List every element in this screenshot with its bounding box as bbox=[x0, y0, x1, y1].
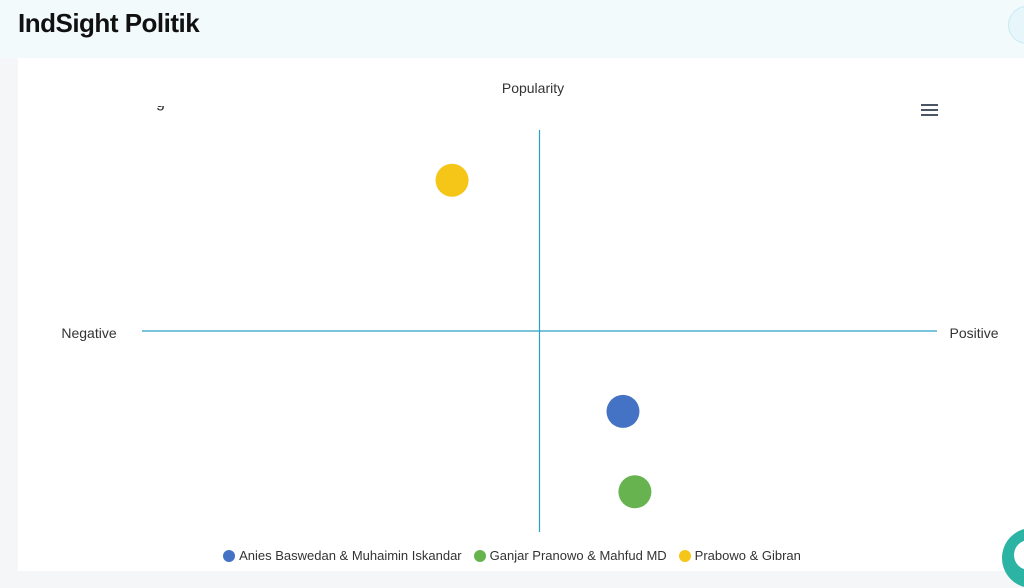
data-point-2[interactable] bbox=[618, 475, 652, 509]
axis-label-left: Negative bbox=[61, 325, 116, 341]
legend-label: Ganjar Pranowo & Mahfud MD bbox=[489, 548, 667, 563]
app-title: IndSight Politik bbox=[18, 8, 200, 38]
legend-label: Prabowo & Gibran bbox=[694, 548, 801, 563]
legend-marker-icon bbox=[678, 549, 691, 562]
data-points bbox=[435, 163, 652, 509]
legend-item-2[interactable]: Ganjar Pranowo & Mahfud MD bbox=[473, 548, 667, 563]
axis-label-top: Popularity bbox=[502, 80, 564, 96]
data-point-1[interactable] bbox=[606, 394, 640, 428]
app-header: IndSight Politik bbox=[0, 0, 1024, 58]
quadrant-chart: Popularity Negative Positive bbox=[61, 80, 999, 532]
legend-item-3[interactable]: Prabowo & Gibran bbox=[678, 548, 801, 563]
legend-marker-icon bbox=[223, 549, 236, 562]
cut-off-heading: g bbox=[156, 106, 170, 112]
chart-card: g bbox=[18, 58, 1024, 571]
axis-label-right: Positive bbox=[949, 325, 998, 341]
legend-label: Anies Baswedan & Muhaimin Iskandar bbox=[239, 548, 462, 563]
legend-item-1[interactable]: Anies Baswedan & Muhaimin Iskandar bbox=[223, 548, 462, 563]
legend-marker-icon bbox=[473, 549, 486, 562]
chart-menu-icon[interactable] bbox=[921, 104, 938, 117]
chart-legend: Anies Baswedan & Muhaimin Iskandar Ganjar… bbox=[0, 548, 1024, 563]
data-point-3[interactable] bbox=[435, 163, 469, 197]
